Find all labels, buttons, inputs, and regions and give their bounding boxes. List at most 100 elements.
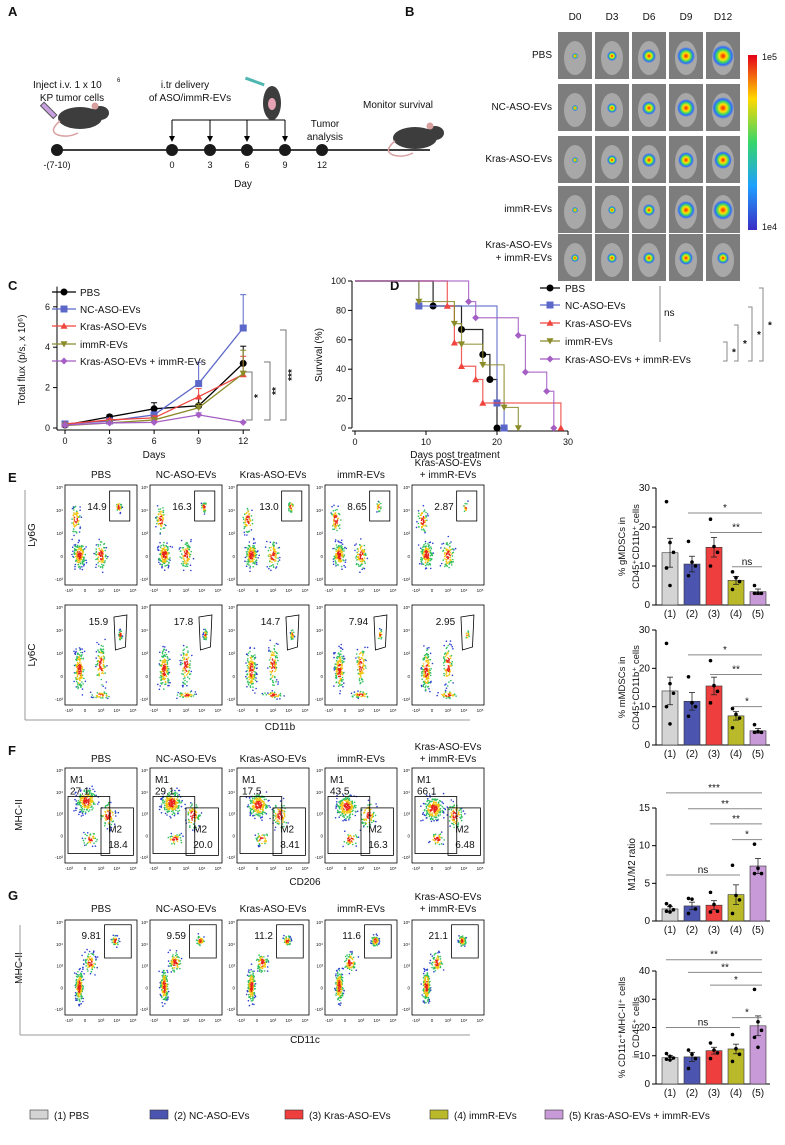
flow-event-dot [185, 695, 187, 697]
flow-event-dot [159, 512, 161, 514]
flow-event-dot [359, 554, 361, 556]
flow-event-dot [364, 545, 366, 547]
flow-event-dot [443, 668, 445, 670]
flow-event-dot [258, 835, 260, 837]
flow-event-dot [380, 630, 382, 632]
flow-event-dot [425, 515, 427, 517]
flow-event-dot [166, 553, 168, 555]
mouse-ear [427, 123, 434, 130]
flow-event-dot [253, 543, 255, 545]
flow-event-dot [272, 684, 274, 686]
flow-event-dot [358, 564, 360, 566]
flow-event-dot [261, 834, 263, 836]
bioluminescence-signal [679, 251, 693, 265]
flow-event-dot [354, 801, 356, 803]
flow-event-dot [80, 550, 82, 552]
flow-event-dot [426, 677, 428, 679]
flow-event-dot [341, 684, 343, 686]
flow-event-dot [161, 566, 163, 568]
x-tick-label: 10⁴ [199, 588, 206, 593]
flow-event-dot [268, 647, 270, 649]
flow-event-dot [244, 520, 246, 522]
flow-event-dot [284, 813, 286, 815]
x-tick-label: 0 [62, 436, 67, 446]
flow-event-dot [422, 550, 424, 552]
flow-event-dot [179, 693, 181, 695]
flow-event-dot [339, 806, 341, 808]
flow-event-dot [204, 638, 206, 640]
y-axis-title: Survival (%) [314, 328, 325, 382]
flow-event-dot [242, 517, 244, 519]
flow-event-dot [71, 522, 73, 524]
x-tick-label: 6 [152, 436, 157, 446]
flow-event-dot [275, 681, 277, 683]
y-tick-label: 0 [407, 674, 410, 679]
flow-event-dot [82, 563, 84, 565]
flow-event-dot [167, 556, 169, 558]
flow-event-dot [99, 550, 101, 552]
flow-event-dot [91, 800, 93, 802]
flow-event-dot [84, 651, 86, 653]
flow-event-dot [274, 820, 276, 822]
flow-event-dot [359, 680, 361, 682]
y-tick-label: 10⁴ [56, 790, 63, 795]
flow-event-dot [190, 564, 192, 566]
flow-event-dot [277, 681, 279, 683]
flow-event-dot [443, 673, 445, 675]
syringe [41, 102, 57, 118]
flow-event-dot [448, 695, 450, 697]
flow-event-dot [76, 800, 78, 802]
flow-event-dot [98, 539, 100, 541]
flow-event-dot [340, 662, 342, 664]
flow-event-dot [73, 506, 75, 508]
flow-event-dot [446, 660, 448, 662]
flow-event-dot [331, 514, 333, 516]
flow-event-dot [265, 799, 267, 801]
flow-event-dot [174, 843, 176, 845]
flow-event-dot [428, 553, 430, 555]
flow-event-dot [202, 506, 204, 508]
flow-event-dot [166, 811, 168, 813]
flow-event-dot [204, 513, 206, 515]
flow-event-dot [260, 797, 262, 799]
flow-event-dot [179, 547, 181, 549]
flow-event-dot [249, 545, 251, 547]
flow-event-dot [360, 561, 362, 563]
x-tick-label: 0 [84, 866, 87, 871]
flow-event-dot [108, 804, 110, 806]
flow-event-dot [183, 670, 185, 672]
flow-event-dot [169, 557, 171, 559]
flow-event-dot [424, 549, 426, 551]
flow-event-dot [446, 653, 448, 655]
flow-event-dot [256, 664, 258, 666]
flow-event-dot [449, 668, 451, 670]
flow-event-dot [95, 841, 97, 843]
flow-event-dot [174, 815, 176, 817]
flow-event-dot [75, 564, 77, 566]
arrow-icon [282, 136, 288, 142]
flow-event-dot [254, 671, 256, 673]
flow-event-dot [77, 688, 79, 690]
flow-event-dot [173, 841, 175, 843]
flow-event-dot [204, 502, 206, 504]
flow-event-dot [161, 516, 163, 518]
flow-event-dot [271, 562, 273, 564]
flow-event-dot [104, 811, 106, 813]
flow-event-dot [360, 652, 362, 654]
x-tick-label: 10³ [98, 708, 105, 713]
flow-event-dot [102, 686, 104, 688]
flow-event-dot [73, 651, 75, 653]
flow-event-dot [76, 518, 78, 520]
flow-event-dot [335, 673, 337, 675]
flow-event-dot [106, 681, 108, 683]
x-tick-label: -10³ [150, 866, 159, 871]
flow-event-dot [449, 547, 451, 549]
flow-event-dot [74, 550, 76, 552]
flow-event-dot [274, 815, 276, 817]
flow-event-dot [77, 551, 79, 553]
flow-event-dot [423, 686, 425, 688]
flow-event-dot [447, 544, 449, 546]
flow-event-dot [256, 560, 258, 562]
flow-event-dot [100, 651, 102, 653]
flow-plot-title: Kras-ASO-EVs [415, 742, 482, 753]
